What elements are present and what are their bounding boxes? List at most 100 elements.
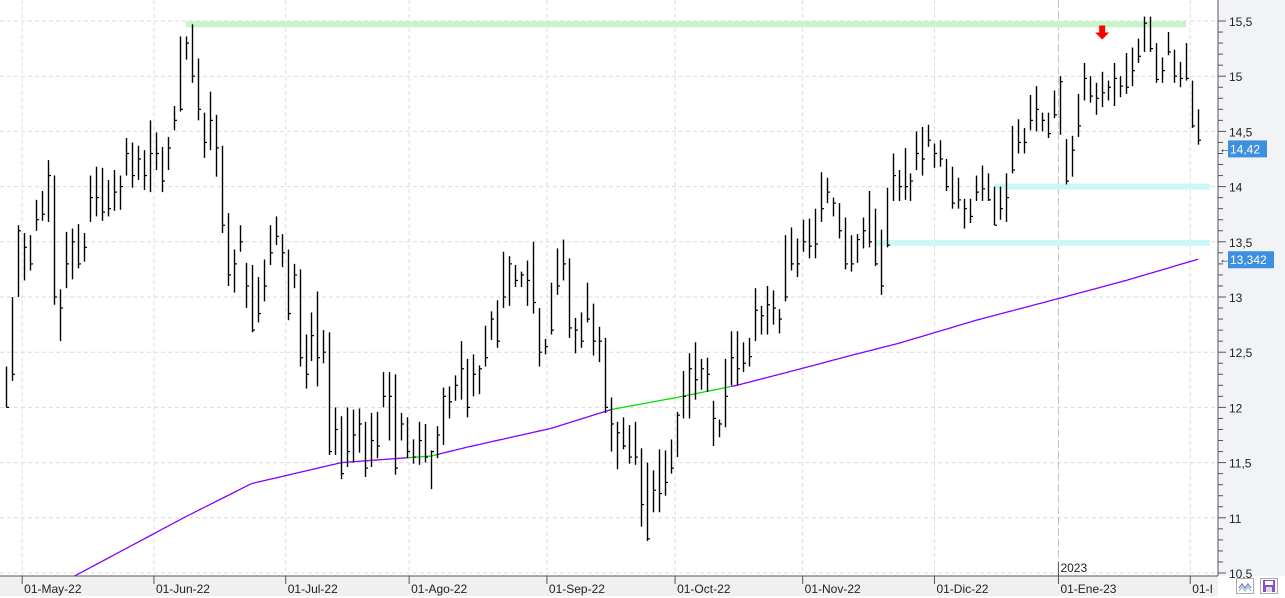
price-bar bbox=[846, 218, 849, 270]
ma-segment bbox=[1126, 279, 1132, 281]
ma-segment bbox=[665, 399, 671, 400]
price-bar bbox=[91, 176, 94, 222]
price-bar bbox=[624, 417, 627, 449]
price-bar bbox=[1013, 126, 1016, 173]
price-bar bbox=[13, 297, 16, 381]
ma-segment bbox=[258, 481, 264, 482]
price-bar bbox=[558, 248, 561, 294]
level-support-2 bbox=[875, 240, 1210, 246]
price-bar bbox=[67, 232, 70, 288]
ma-segment bbox=[1048, 300, 1054, 302]
price-bar bbox=[540, 308, 543, 367]
price-bar bbox=[1127, 53, 1130, 94]
price-bar bbox=[25, 233, 28, 280]
ma-segment bbox=[102, 558, 108, 561]
ma-segment bbox=[623, 406, 629, 407]
ma-segment bbox=[988, 315, 994, 317]
price-bar bbox=[1067, 139, 1070, 184]
ma-segment bbox=[491, 440, 497, 441]
price-bar bbox=[277, 216, 280, 245]
price-bar bbox=[366, 422, 369, 477]
ma-segment bbox=[970, 320, 976, 322]
price-bar bbox=[648, 463, 651, 541]
price-bar bbox=[1097, 83, 1100, 115]
ma-segment bbox=[976, 319, 982, 321]
ma-segment bbox=[928, 333, 934, 335]
ma-segment bbox=[240, 487, 246, 490]
ma-segment bbox=[785, 371, 791, 373]
ma-segment bbox=[1102, 285, 1108, 287]
ma-segment bbox=[317, 467, 323, 468]
price-bar bbox=[55, 176, 58, 305]
price-bar bbox=[923, 127, 926, 176]
price-bar bbox=[360, 409, 363, 453]
price-bar bbox=[1055, 91, 1058, 119]
price-bar bbox=[510, 256, 513, 306]
price-bar bbox=[426, 424, 429, 463]
line-chart-icon[interactable] bbox=[1236, 578, 1254, 594]
price-bar bbox=[49, 160, 52, 222]
price-bar bbox=[289, 250, 292, 321]
level-support-1 bbox=[994, 184, 1210, 190]
y-tick-label: 14 bbox=[1229, 181, 1243, 195]
price-bar bbox=[894, 153, 897, 200]
price-axis-background bbox=[1218, 0, 1285, 576]
ma-segment bbox=[264, 479, 270, 480]
ma-segment bbox=[761, 378, 767, 380]
price-bar bbox=[762, 306, 765, 335]
price-bar bbox=[684, 371, 687, 418]
ma-segment bbox=[569, 421, 575, 423]
price-bar bbox=[780, 309, 783, 333]
ma-segment bbox=[132, 542, 138, 545]
ma-segment bbox=[940, 329, 946, 331]
ma-segment bbox=[228, 493, 234, 496]
price-bar bbox=[929, 125, 932, 147]
price-bar bbox=[959, 178, 962, 209]
price-bar bbox=[989, 173, 992, 201]
price-bar bbox=[31, 235, 34, 270]
price-bar bbox=[576, 318, 579, 353]
save-icon[interactable] bbox=[1260, 578, 1278, 594]
ma-segment bbox=[306, 470, 312, 471]
price-bar bbox=[181, 36, 184, 111]
price-bar bbox=[354, 410, 357, 463]
ma-segment bbox=[126, 545, 132, 548]
x-tick-label: 01-Ago-22 bbox=[411, 582, 467, 596]
ma-segment bbox=[1042, 301, 1048, 303]
price-bar bbox=[1115, 63, 1118, 106]
ma-segment bbox=[1156, 270, 1162, 272]
ma-segment bbox=[779, 373, 785, 375]
ma-segment bbox=[1018, 308, 1024, 310]
ma-segment bbox=[1186, 261, 1192, 263]
price-bar bbox=[690, 353, 693, 418]
ma-segment bbox=[138, 539, 144, 542]
price-bar bbox=[888, 188, 891, 248]
price-bar bbox=[378, 412, 381, 458]
price-bar bbox=[870, 191, 873, 247]
price-bar bbox=[947, 159, 950, 191]
price-bar bbox=[738, 331, 741, 385]
ma-segment bbox=[557, 425, 563, 427]
price-bar bbox=[235, 250, 238, 293]
ma-segment bbox=[731, 385, 737, 386]
ma-segment bbox=[659, 400, 665, 401]
price-bar bbox=[600, 327, 603, 362]
ma-segment bbox=[1096, 287, 1102, 289]
price-bar bbox=[1079, 94, 1082, 137]
price-bar bbox=[834, 198, 837, 217]
ma-segment bbox=[791, 370, 797, 372]
x-tick-label: 01-May-22 bbox=[24, 582, 82, 596]
ma-segment bbox=[150, 533, 156, 536]
ma-segment bbox=[294, 472, 300, 473]
ma-segment bbox=[204, 505, 210, 508]
price-bar bbox=[480, 365, 483, 394]
ma-segment bbox=[635, 404, 641, 405]
ma-segment bbox=[797, 368, 803, 370]
price-bar bbox=[1139, 39, 1142, 63]
x-tick-label: 01-Jun-22 bbox=[156, 582, 210, 596]
ma-segment bbox=[629, 405, 635, 406]
price-bar bbox=[384, 372, 387, 407]
price-bar bbox=[115, 170, 118, 211]
price-bar bbox=[139, 146, 142, 180]
